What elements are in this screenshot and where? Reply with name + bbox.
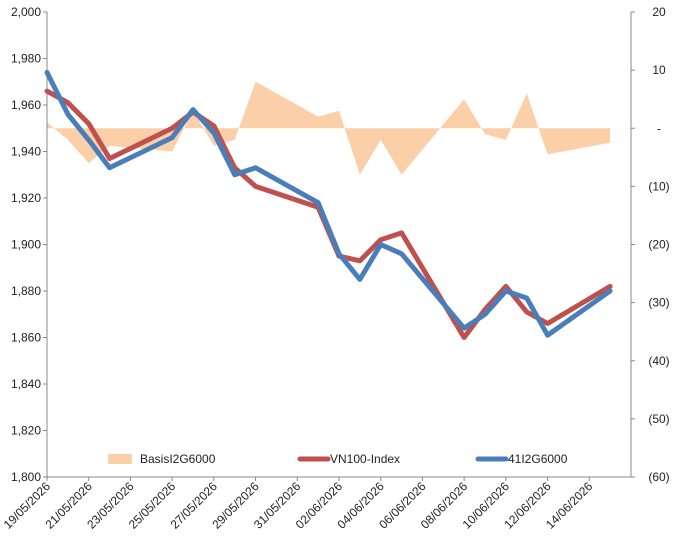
left-tick-label: 1,800 <box>11 470 41 484</box>
left-tick-label: 1,920 <box>11 191 41 205</box>
left-tick-label: 1,940 <box>11 145 41 159</box>
right-tick-label: - <box>657 121 661 135</box>
right-tick-label: 20 <box>652 5 666 19</box>
area-series-basis <box>47 81 611 175</box>
legend: BasisI2G6000 VN100-Index 41I2G6000 <box>108 452 568 466</box>
legend-label: BasisI2G6000 <box>140 452 216 466</box>
left-tick-label: 1,860 <box>11 331 41 345</box>
line-series-41i2g6000 <box>44 69 613 338</box>
right-tick-label: (50) <box>648 412 669 426</box>
legend-swatch <box>108 454 132 464</box>
left-tick-label: 1,960 <box>11 98 41 112</box>
left-tick-label: 1,820 <box>11 424 41 438</box>
right-tick-label: (30) <box>648 296 669 310</box>
legend-label: 41I2G6000 <box>508 452 568 466</box>
left-tick-label: 1,840 <box>11 377 41 391</box>
area-layer <box>47 81 611 175</box>
left-tick-label: 1,880 <box>11 284 41 298</box>
left-tick-label: 2,000 <box>11 5 41 19</box>
line-layer <box>44 69 613 340</box>
right-tick-label: (40) <box>648 354 669 368</box>
right-tick-label: (10) <box>648 179 669 193</box>
legend-label: VN100-Index <box>330 452 400 466</box>
left-tick-label: 1,900 <box>11 238 41 252</box>
right-tick-label: 10 <box>652 63 666 77</box>
right-tick-label: (60) <box>648 470 669 484</box>
right-tick-label: (20) <box>648 238 669 252</box>
left-tick-label: 1,980 <box>11 52 41 66</box>
